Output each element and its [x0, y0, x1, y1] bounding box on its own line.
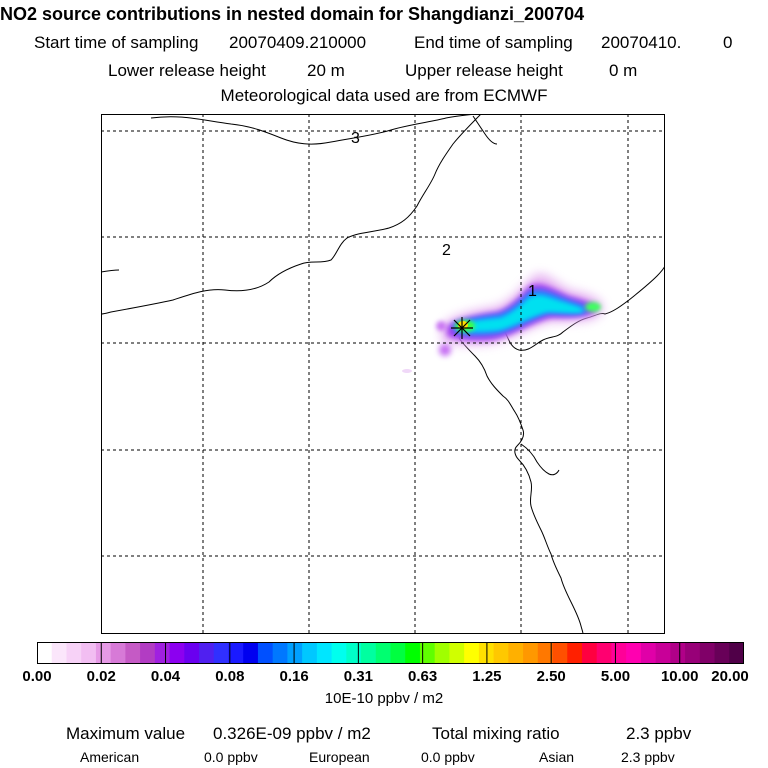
plume-speck [402, 369, 412, 373]
max-value: 0.326E-09 ppbv / m2 [213, 724, 371, 743]
total-mixing-label: Total mixing ratio [432, 724, 560, 743]
colorbar-cell [581, 642, 598, 664]
region-european-value: 0.0 ppbv [421, 749, 475, 765]
colorbar-cell [390, 642, 406, 664]
colorbar-cell [714, 642, 730, 664]
colorbar-tick-label: 5.00 [600, 668, 631, 685]
upper-height-value: 0 m [609, 61, 638, 80]
colorbar-cell [95, 642, 112, 664]
colorbar-tick-label: 0.63 [408, 668, 438, 685]
colorbar-cell [434, 642, 451, 664]
colorbar-cell [81, 642, 97, 664]
zone-label-3: 3 [351, 130, 360, 147]
colorbar-tick-label: 2.50 [536, 668, 566, 685]
colorbar-cell [655, 642, 671, 664]
start-time-label: Start time of sampling [34, 33, 199, 52]
end-time-value: 20070410. [601, 33, 682, 52]
colorbar-tick-label: 0.04 [150, 668, 181, 685]
colorbar-cell [405, 642, 421, 664]
colorbar-cell [154, 642, 171, 664]
end-time-suffix: 0 [723, 33, 733, 52]
upper-height-label: Upper release height [405, 61, 563, 80]
total-mixing-value: 2.3 ppbv [626, 724, 692, 743]
colorbar-cell [419, 642, 436, 664]
colorbar-cell [493, 642, 509, 664]
meteorological-note: Meteorological data used are from ECMWF [220, 86, 548, 105]
colorbar-cell [213, 642, 230, 664]
colorbar-cell [552, 642, 568, 664]
colorbar-cell [523, 642, 539, 664]
colorbar-cell [729, 642, 744, 664]
region-european-name: European [309, 749, 370, 765]
colorbar-tick-label: 0.02 [86, 668, 116, 685]
colorbar-cell [140, 642, 156, 664]
colorbar-cell [184, 642, 200, 664]
colorbar-cell [375, 642, 392, 664]
station-marker [451, 317, 473, 339]
colorbar-cell [611, 642, 627, 664]
colorbar-tick-label: 10.00 [660, 668, 699, 685]
colorbar-cell [302, 642, 318, 664]
colorbar-dividers [100, 642, 681, 664]
colorbar-cell [464, 642, 480, 664]
start-time-value: 20070409.210000 [229, 33, 367, 52]
map-background [101, 114, 665, 634]
colorbar-cell [169, 642, 185, 664]
colorbar-cells [37, 642, 744, 664]
zone-label-1: 1 [528, 283, 537, 300]
lower-height-value: 20 m [307, 61, 345, 80]
colorbar-tick-label: 0.08 [215, 668, 245, 685]
colorbar-cell [640, 642, 657, 664]
coastline [101, 114, 665, 634]
colorbar-cell [699, 642, 716, 664]
plume-blob-west [436, 321, 446, 331]
contribution-map: 3 2 1 [101, 114, 665, 634]
colorbar-tick-label: 0.16 [279, 668, 309, 685]
colorbar-unit: 10E-10 ppbv / m2 [324, 690, 444, 707]
colorbar-tick-label: 1.25 [472, 668, 502, 685]
colorbar-cell [51, 642, 68, 664]
colorbar-tick-label: 0.31 [343, 668, 373, 685]
colorbar-cell [110, 642, 126, 664]
lower-height-label: Lower release height [108, 61, 266, 80]
colorbar-cell [257, 642, 274, 664]
region-asian-name: Asian [539, 749, 575, 765]
colorbar-cell [37, 642, 53, 664]
colorbar-cell [670, 642, 686, 664]
max-value-label: Maximum value [66, 724, 186, 743]
colorbar-cell [626, 642, 642, 664]
region-american-name: American [80, 749, 140, 765]
colorbar-cell [287, 642, 303, 664]
colorbar-cell [243, 642, 259, 664]
plume-blob-south [439, 344, 451, 356]
zone-label-2: 2 [442, 242, 451, 259]
colorbar-cell [508, 642, 524, 664]
map-title: NO2 source contributions in nested domai… [0, 4, 585, 24]
map-frame [101, 114, 665, 634]
colorbar-cell [537, 642, 554, 664]
colorbar-cell [596, 642, 613, 664]
colorbar-cell [125, 642, 141, 664]
colorbar-cell [567, 642, 583, 664]
colorbar-tick-label: 0.00 [22, 668, 52, 685]
colorbar-tick-label: 20.00 [711, 668, 749, 685]
colorbar-frame [37, 642, 744, 664]
end-time-label: End time of sampling [414, 33, 573, 52]
region-american-value: 0.0 ppbv [204, 749, 258, 765]
colorbar-cell [316, 642, 333, 664]
colorbar-cell [449, 642, 465, 664]
colorbar-cell [331, 642, 347, 664]
lat-lon-grid [101, 114, 665, 634]
colorbar-cell [272, 642, 288, 664]
colorbar-cell [685, 642, 701, 664]
colorbar-cell [199, 642, 215, 664]
colorbar-cell [66, 642, 82, 664]
region-asian-value: 2.3 ppbv [621, 749, 675, 765]
colorbar [37, 642, 744, 664]
colorbar-cell [228, 642, 244, 664]
colorbar-cell [346, 642, 362, 664]
plume-hotspot-east [585, 302, 601, 312]
colorbar-cell [361, 642, 377, 664]
plume-cyan-core [457, 295, 584, 332]
